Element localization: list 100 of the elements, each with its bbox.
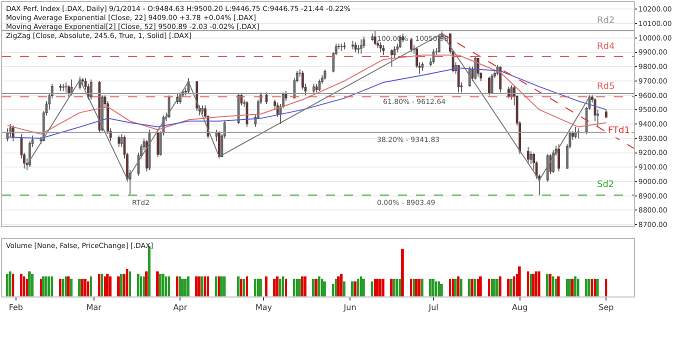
bar: [415, 278, 418, 296]
bar: [351, 281, 354, 296]
bar: [109, 276, 112, 296]
bar: [6, 274, 9, 296]
bar: [137, 274, 140, 296]
bar: [357, 278, 360, 296]
bar: [159, 274, 162, 296]
bar: [156, 271, 159, 296]
bar: [530, 274, 532, 296]
bar: [87, 281, 90, 296]
bar: [273, 278, 276, 296]
bar: [304, 276, 306, 296]
bar: [588, 278, 590, 296]
bar: [318, 276, 320, 296]
bar: [117, 276, 120, 296]
bar: [440, 284, 443, 296]
bar: [240, 278, 242, 296]
bar: [45, 276, 48, 296]
bar: [179, 276, 182, 296]
bar: [491, 278, 493, 296]
bar: [321, 278, 324, 296]
bar: [460, 278, 462, 296]
bar: [594, 278, 596, 296]
bar: [452, 278, 454, 296]
bar: [577, 278, 580, 296]
bar: [477, 278, 480, 296]
bar: [401, 248, 404, 296]
bar: [143, 276, 145, 296]
ref-line-label: Rd2: [597, 16, 615, 26]
bar: [568, 278, 571, 296]
bar: [198, 276, 201, 296]
bar: [176, 276, 178, 296]
bar: [276, 276, 279, 296]
bar: [435, 281, 438, 296]
bar: [129, 271, 132, 296]
x-tick-label: Jul: [428, 303, 438, 312]
bar: [535, 271, 538, 296]
bar: [312, 278, 315, 296]
bar: [557, 276, 560, 296]
bar: [390, 278, 393, 296]
bar: [323, 281, 326, 296]
series-label: FTd1: [608, 126, 630, 136]
bar: [379, 278, 382, 296]
bar: [20, 274, 22, 296]
bar: [195, 276, 198, 296]
bar: [207, 276, 209, 296]
bar: [246, 276, 248, 296]
bar: [237, 276, 240, 296]
x-tick-label: Sep: [598, 303, 614, 312]
bar: [493, 278, 496, 296]
bar: [538, 271, 540, 296]
bar: [496, 278, 499, 296]
bar: [220, 276, 223, 296]
x-tick-label: May: [255, 303, 272, 312]
bar: [574, 276, 577, 296]
bar: [265, 276, 268, 296]
bar: [282, 276, 284, 296]
bar: [499, 276, 502, 296]
x-tick-label: Mar: [86, 303, 102, 312]
bar: [78, 278, 81, 296]
bar: [585, 278, 588, 296]
bar: [145, 271, 148, 296]
bar: [162, 274, 164, 296]
x-tick-label: Jun: [342, 303, 356, 312]
bar: [413, 278, 416, 296]
bar: [120, 274, 123, 296]
bar: [31, 274, 34, 296]
bar: [40, 278, 42, 296]
bar: [315, 278, 318, 296]
bar: [337, 276, 340, 296]
bar: [362, 278, 365, 296]
bar: [457, 276, 460, 296]
bar: [26, 278, 28, 296]
x-tick-label: Aug: [512, 303, 528, 312]
bar: [382, 278, 384, 296]
ref-line-label: Rd4: [597, 42, 615, 52]
bar: [215, 276, 218, 296]
bar: [396, 278, 398, 296]
bar: [48, 276, 50, 296]
bar: [546, 274, 549, 296]
bar: [187, 276, 190, 296]
bar: [360, 276, 362, 296]
bar: [301, 276, 304, 296]
bar: [418, 278, 421, 296]
bar: [371, 281, 374, 296]
bar: [374, 278, 376, 296]
bar: [9, 271, 12, 296]
bar: [65, 276, 68, 296]
bar: [296, 278, 298, 296]
ref-line-label: Rd5: [597, 82, 615, 92]
bar: [293, 278, 296, 296]
bar: [254, 278, 256, 296]
bar: [168, 276, 170, 296]
bar: [126, 268, 128, 296]
x-tick-label: Apr: [173, 303, 188, 312]
bar: [527, 271, 530, 296]
bar: [51, 276, 54, 296]
bar: [201, 276, 204, 296]
bar: [354, 281, 357, 296]
bar: [223, 276, 226, 296]
